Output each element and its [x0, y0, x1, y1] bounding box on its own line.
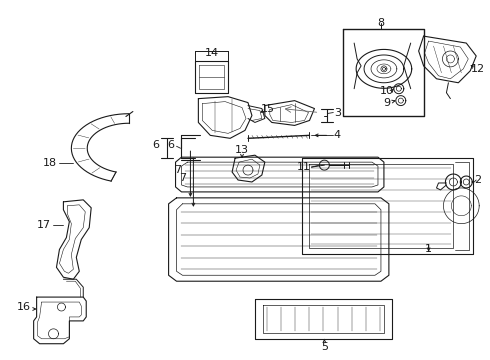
- Text: 3: 3: [334, 108, 341, 117]
- Polygon shape: [381, 66, 387, 72]
- Text: 14: 14: [205, 48, 220, 58]
- Text: 9: 9: [383, 98, 391, 108]
- Text: 2: 2: [475, 175, 482, 185]
- Text: 10: 10: [380, 86, 394, 96]
- Text: 4: 4: [334, 130, 341, 140]
- Text: 11: 11: [296, 162, 311, 172]
- Text: 12: 12: [471, 64, 485, 74]
- Text: 7: 7: [179, 173, 186, 183]
- Text: 8: 8: [377, 18, 385, 28]
- Text: 13: 13: [235, 145, 249, 155]
- Text: 18: 18: [43, 158, 56, 168]
- Text: 16: 16: [17, 302, 31, 312]
- Text: 5: 5: [321, 342, 328, 352]
- Text: 7: 7: [174, 165, 181, 175]
- Text: 15: 15: [261, 104, 275, 113]
- Text: 6: 6: [167, 140, 174, 150]
- Text: 17: 17: [36, 220, 50, 230]
- Text: 1: 1: [425, 244, 432, 255]
- Text: 6: 6: [152, 140, 159, 150]
